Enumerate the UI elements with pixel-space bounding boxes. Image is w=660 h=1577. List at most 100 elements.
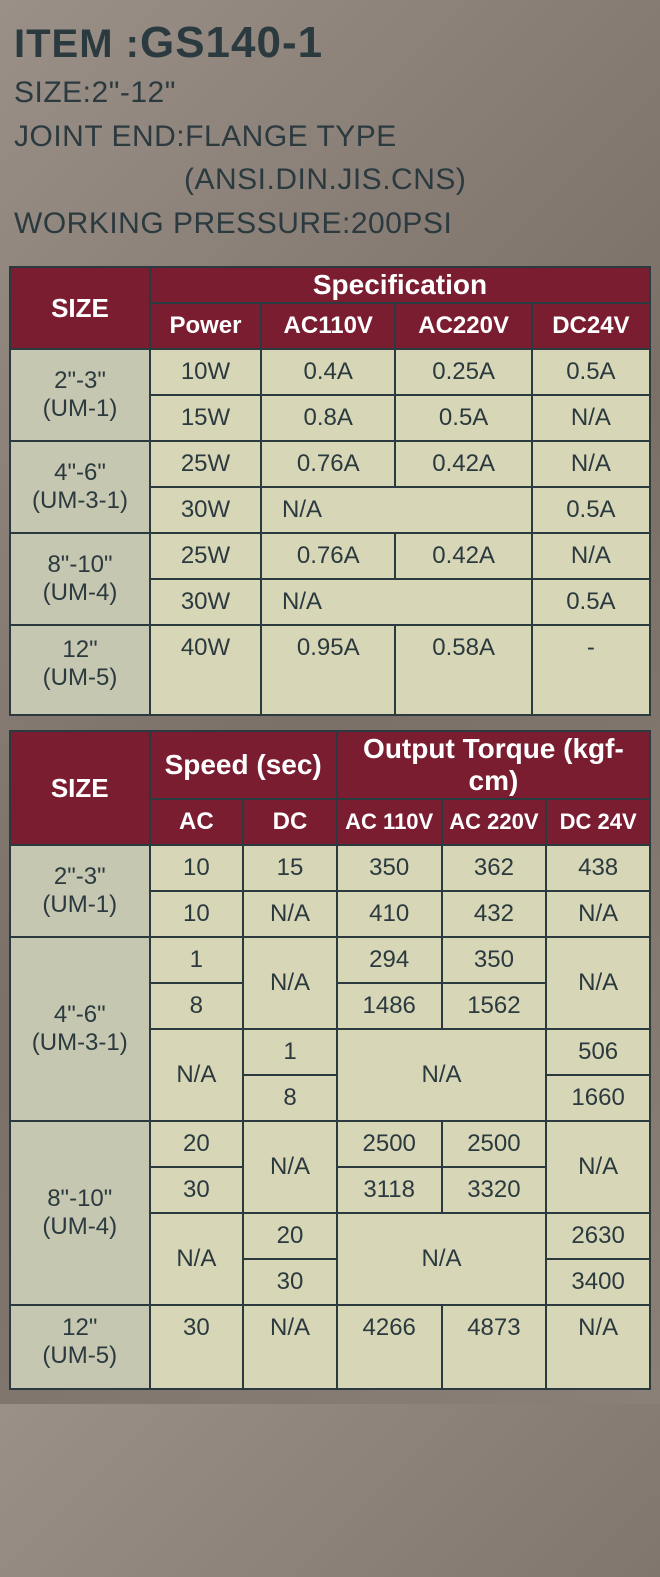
cell: 410 — [337, 891, 442, 937]
t2-g2-label: 4"-6" (UM-3-1) — [10, 937, 150, 1121]
cell: N/A — [532, 395, 650, 441]
cell: 0.25A — [395, 349, 531, 395]
cell: 438 — [546, 845, 650, 891]
t1-g2-l2: (UM-4) — [43, 579, 118, 606]
table-row: 12" (UM-5) 40W 0.95A 0.58A - — [10, 625, 650, 715]
cell: N/A — [243, 1121, 337, 1213]
t1-g3-l1: 12" — [62, 636, 97, 663]
cell: 350 — [442, 937, 547, 983]
cell: N/A — [261, 487, 532, 533]
cell: - — [532, 625, 650, 715]
header-block: ITEM :GS140-1 SIZE:2"-12" JOINT END:FLAN… — [0, 0, 660, 266]
cell: 30W — [150, 487, 261, 533]
joint-line: JOINT END:FLANGE TYPE — [14, 118, 646, 156]
item-prefix: ITEM : — [14, 22, 140, 66]
t1-g2-l1: 8"-10" — [47, 551, 112, 578]
t1-col-power: Power — [150, 303, 261, 349]
cell: N/A — [546, 1305, 650, 1389]
cell: 10W — [150, 349, 261, 395]
t1-spec-hdr: Specification — [150, 267, 650, 303]
lbl: (UM-4) — [42, 1213, 117, 1240]
t1-g1-label: 4"-6" (UM-3-1) — [10, 441, 150, 533]
lbl: 4"-6" — [54, 1001, 106, 1028]
lbl: (UM-1) — [42, 891, 117, 918]
table-row: 8"-10" (UM-4) 25W 0.76A 0.42A N/A — [10, 533, 650, 579]
cell: 1562 — [442, 983, 547, 1029]
cell: 0.4A — [261, 349, 395, 395]
t1-col-ac220: AC220V — [395, 303, 531, 349]
t1-g1-l1: 4"-6" — [54, 459, 106, 486]
cell: 350 — [337, 845, 442, 891]
cell: 0.58A — [395, 625, 531, 715]
page: ITEM :GS140-1 SIZE:2"-12" JOINT END:FLAN… — [0, 0, 660, 1390]
cell: 30 — [150, 1305, 244, 1389]
t2-speed-hdr: Speed (sec) — [150, 731, 337, 799]
t1-col-dc24: DC24V — [532, 303, 650, 349]
t2-col-dc24: DC 24V — [546, 799, 650, 845]
table-row: 4"-6" (UM-3-1) 25W 0.76A 0.42A N/A — [10, 441, 650, 487]
cell: 0.76A — [261, 533, 395, 579]
t2-size-hdr: SIZE — [10, 731, 150, 845]
torque-table: SIZE Speed (sec) Output Torque (kgf-cm) … — [9, 730, 651, 1390]
t1-g0-label: 2"-3" (UM-1) — [10, 349, 150, 441]
table-row: 8"-10" (UM-4) 20 N/A 2500 2500 N/A — [10, 1121, 650, 1167]
cell: 3118 — [337, 1167, 442, 1213]
lbl: 2"-3" — [54, 863, 106, 890]
cell: 40W — [150, 625, 261, 715]
cell: N/A — [532, 533, 650, 579]
cell: 10 — [150, 845, 244, 891]
cell: 15 — [243, 845, 337, 891]
t2-g3-label: 8"-10" (UM-4) — [10, 1121, 150, 1305]
t1-g1-l2: (UM-3-1) — [32, 487, 128, 514]
cell: N/A — [243, 891, 337, 937]
cell: 294 — [337, 937, 442, 983]
t2-col-ac110: AC 110V — [337, 799, 442, 845]
cell: N/A — [243, 937, 337, 1029]
cell: 1486 — [337, 983, 442, 1029]
cell: N/A — [546, 937, 650, 1029]
cell: 0.5A — [532, 579, 650, 625]
cell: 30W — [150, 579, 261, 625]
cell: N/A — [261, 579, 532, 625]
t1-size-hdr: SIZE — [10, 267, 150, 349]
cell: 0.95A — [261, 625, 395, 715]
cell: N/A — [150, 1029, 244, 1121]
table-row: 12" (UM-5) 30 N/A 4266 4873 N/A — [10, 1305, 650, 1389]
t1-g0-l2: (UM-1) — [43, 395, 118, 422]
cell: 0.76A — [261, 441, 395, 487]
item-line: ITEM :GS140-1 — [14, 18, 646, 68]
cell: 20 — [243, 1213, 337, 1259]
cell: 2630 — [546, 1213, 650, 1259]
cell: 2500 — [337, 1121, 442, 1167]
table-row: 4"-6" (UM-3-1) 1 N/A 294 350 N/A — [10, 937, 650, 983]
cell: 0.42A — [395, 441, 531, 487]
cell: 432 — [442, 891, 547, 937]
table-row: 2"-3" (UM-1) 10 15 350 362 438 — [10, 845, 650, 891]
lbl: (UM-3-1) — [32, 1029, 128, 1056]
joint-sub: (ANSI.DIN.JIS.CNS) — [14, 161, 646, 199]
cell: 8 — [150, 983, 244, 1029]
cell: 1 — [150, 937, 244, 983]
t1-g3-l2: (UM-5) — [43, 664, 118, 691]
cell: 20 — [150, 1121, 244, 1167]
cell: N/A — [337, 1213, 546, 1305]
cell: 1 — [243, 1029, 337, 1075]
cell: 30 — [243, 1259, 337, 1305]
cell: N/A — [150, 1213, 244, 1305]
cell: 25W — [150, 441, 261, 487]
cell: 30 — [150, 1167, 244, 1213]
cell: 10 — [150, 891, 244, 937]
cell: N/A — [243, 1305, 337, 1389]
lbl: 12" — [62, 1314, 97, 1341]
t2-col-dc: DC — [243, 799, 337, 845]
cell: 15W — [150, 395, 261, 441]
cell: 362 — [442, 845, 547, 891]
cell: N/A — [546, 891, 650, 937]
t2-col-ac220: AC 220V — [442, 799, 547, 845]
size-line: SIZE:2"-12" — [14, 74, 646, 112]
cell: N/A — [337, 1029, 546, 1121]
t1-g3-label: 12" (UM-5) — [10, 625, 150, 715]
table-row: 2"-3" (UM-1) 10W 0.4A 0.25A 0.5A — [10, 349, 650, 395]
t1-g2-label: 8"-10" (UM-4) — [10, 533, 150, 625]
cell: 0.5A — [395, 395, 531, 441]
